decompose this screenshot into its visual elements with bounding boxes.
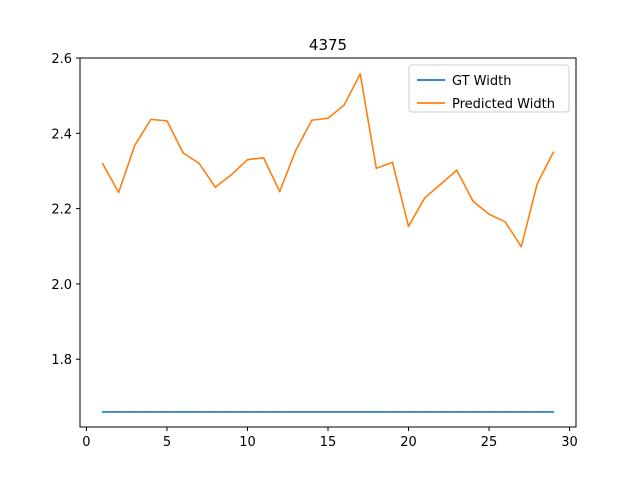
- data-point-predicted-width: [150, 118, 152, 121]
- data-point-predicted-width: [117, 191, 120, 194]
- data-point-predicted-width: [472, 200, 474, 202]
- y-tick-label: 2.0: [51, 278, 72, 293]
- data-point-predicted-width: [294, 149, 297, 152]
- data-point-gt-width: [439, 411, 442, 413]
- data-point-gt-width: [198, 411, 200, 413]
- y-tick-label: 2.4: [51, 127, 72, 142]
- data-point-gt-width: [166, 411, 168, 413]
- chart-title: 4375: [309, 36, 347, 54]
- data-point-predicted-width: [359, 73, 362, 75]
- data-point-gt-width: [133, 411, 136, 413]
- legend: GT Width Predicted Width: [408, 64, 570, 113]
- data-point-gt-width: [294, 411, 297, 413]
- data-point-predicted-width: [182, 152, 184, 154]
- data-point-predicted-width: [133, 144, 136, 147]
- data-point-gt-width: [391, 411, 394, 413]
- data-point-predicted-width: [230, 173, 233, 176]
- data-point-predicted-width: [375, 167, 378, 170]
- x-tick-label: 0: [82, 435, 90, 450]
- x-tick-label: 25: [481, 435, 498, 450]
- y-axis: 1.8 2.0 2.2 2.4 2.6: [51, 52, 80, 368]
- plot-lines: [101, 73, 555, 413]
- legend-label: GT Width: [452, 74, 511, 89]
- data-point-gt-width: [214, 411, 217, 413]
- y-tick-label: 2.6: [51, 52, 72, 67]
- data-point-gt-width: [262, 411, 265, 413]
- x-tick-label: 20: [400, 435, 417, 450]
- data-point-gt-width: [343, 411, 345, 413]
- data-point-predicted-width: [101, 162, 104, 165]
- data-point-predicted-width: [407, 225, 410, 228]
- data-point-predicted-width: [246, 158, 249, 161]
- data-point-gt-width: [520, 411, 523, 413]
- data-point-gt-width: [504, 411, 506, 413]
- x-tick-label: 10: [239, 435, 256, 450]
- data-point-gt-width: [407, 411, 410, 413]
- data-point-predicted-width: [214, 186, 217, 188]
- legend-box: [408, 64, 570, 113]
- data-point-predicted-width: [439, 183, 442, 185]
- data-point-predicted-width: [262, 156, 265, 159]
- data-point-gt-width: [117, 411, 120, 413]
- data-point-predicted-width: [552, 151, 555, 153]
- data-point-predicted-width: [311, 119, 313, 121]
- data-point-predicted-width: [327, 117, 329, 120]
- data-point-gt-width: [246, 411, 249, 413]
- data-point-predicted-width: [423, 197, 426, 199]
- data-point-gt-width: [182, 411, 184, 413]
- data-point-predicted-width: [504, 220, 506, 223]
- data-point-predicted-width: [520, 245, 523, 248]
- x-axis: 0 5 10 15 20 25 30: [82, 427, 578, 450]
- data-point-gt-width: [101, 411, 104, 413]
- data-point-predicted-width: [343, 104, 345, 106]
- x-tick-label: 5: [163, 435, 171, 450]
- data-point-gt-width: [150, 411, 152, 413]
- data-point-predicted-width: [488, 213, 490, 216]
- data-point-predicted-width: [166, 120, 168, 122]
- data-point-gt-width: [375, 411, 378, 413]
- data-point-predicted-width: [536, 182, 539, 185]
- x-tick-label: 15: [320, 435, 337, 450]
- data-point-gt-width: [278, 411, 281, 413]
- data-point-gt-width: [327, 411, 329, 413]
- y-tick-label: 2.2: [51, 203, 72, 218]
- data-point-gt-width: [423, 411, 426, 413]
- data-point-predicted-width: [391, 161, 394, 164]
- data-point-gt-width: [472, 411, 474, 413]
- legend-label: Predicted Width: [452, 97, 555, 112]
- x-tick-label: 30: [561, 435, 578, 450]
- data-point-gt-width: [552, 411, 555, 413]
- data-point-gt-width: [311, 411, 313, 413]
- y-tick-label: 1.8: [51, 353, 72, 368]
- data-point-predicted-width: [278, 190, 281, 193]
- data-point-gt-width: [230, 411, 233, 413]
- data-point-gt-width: [456, 411, 458, 413]
- axes-frame: [79, 57, 577, 428]
- data-point-gt-width: [488, 411, 490, 413]
- data-point-gt-width: [359, 411, 362, 413]
- data-point-predicted-width: [198, 162, 200, 165]
- data-point-predicted-width: [456, 169, 458, 172]
- data-point-gt-width: [536, 411, 539, 413]
